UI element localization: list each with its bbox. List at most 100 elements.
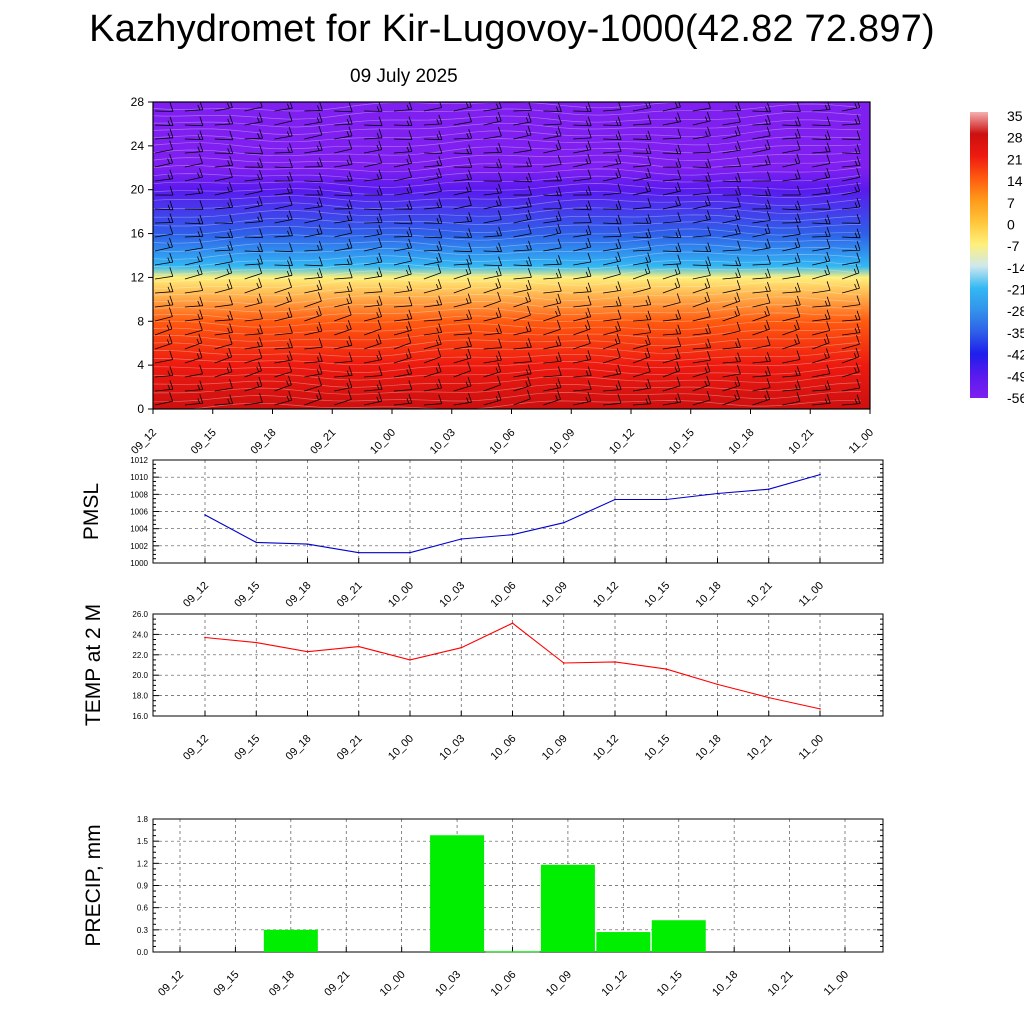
heatmap-xtick-label: 10_03 xyxy=(428,427,458,457)
colorbar-scale xyxy=(970,112,988,398)
precip-ytick-label: 0.3 xyxy=(137,926,149,935)
precip-xtick-label: 10_03 xyxy=(433,969,463,999)
heatmap-ytick-label: 8 xyxy=(137,314,144,328)
precip-xtick-label: 10_12 xyxy=(599,969,629,999)
colorbar-label: -35 xyxy=(1007,325,1024,341)
temp2m-point xyxy=(819,708,821,710)
temp2m-point xyxy=(460,646,463,649)
colorbar-label: -42 xyxy=(1007,347,1024,363)
heatmap-ytick-label: 16 xyxy=(131,227,145,241)
temp2m-xtick-label: 10_21 xyxy=(745,733,775,763)
heatmap-xtick-label: 09_12 xyxy=(129,427,159,457)
temp2m-ytick-label: 18.0 xyxy=(132,692,148,701)
pmsl-xtick-label: 09_15 xyxy=(232,580,262,610)
chart-date: 09 July 2025 xyxy=(350,66,458,87)
temp2m-xtick-label: 10_06 xyxy=(489,733,519,763)
pmsl-xtick-label: 10_18 xyxy=(694,580,724,610)
pmsl-xtick-label: 09_12 xyxy=(181,580,211,610)
pmsl-point xyxy=(357,551,360,554)
heatmap-xtick-label: 10_18 xyxy=(727,427,757,457)
colorbar-label: 28 xyxy=(1007,130,1023,146)
pmsl-point xyxy=(767,488,770,490)
precip-xtick-label: 09_15 xyxy=(211,969,241,999)
precip-ytick-label: 1.2 xyxy=(137,859,149,868)
precip-ytick-label: 1.5 xyxy=(137,837,149,846)
precip-bar xyxy=(485,951,540,953)
heatmap-xtick-label: 10_12 xyxy=(607,427,637,457)
pmsl-point xyxy=(306,543,309,545)
heatmap-ytick-label: 24 xyxy=(131,139,145,153)
precip-xtick-label: 10_18 xyxy=(710,969,740,999)
temp2m-xtick-label: 11_00 xyxy=(797,733,827,763)
pmsl-xtick-label: 09_21 xyxy=(335,580,365,610)
pmsl-ylabel: PMSL xyxy=(80,483,103,540)
temp2m-point xyxy=(716,683,719,686)
temp2m-ytick-label: 26.0 xyxy=(132,610,148,619)
pmsl-ytick-label: 1006 xyxy=(130,508,148,517)
pmsl-xtick-label: 10_06 xyxy=(489,580,519,610)
pmsl-panel: 1000 1002 1004 1006 1008 1010 1012 09_12 09_15 09… xyxy=(80,456,884,610)
heatmap-panel: 0 4 8 12 16 20 24 28 09_12 09_15 09_18 09_21 10_00 10… xyxy=(129,95,877,457)
colorbar-label: 0 xyxy=(1007,216,1015,232)
temp2m-ytick-label: 20.0 xyxy=(132,671,148,680)
heatmap-xtick-label: 09_18 xyxy=(249,427,279,457)
temp2m-panel: 16.0 18.0 20.0 22.0 24.0 26.0 09_12 09_15 09_18 0… xyxy=(82,604,884,763)
pmsl-ytick-label: 1012 xyxy=(130,456,148,465)
precip-xtick-label: 09_21 xyxy=(322,969,352,999)
pmsl-point xyxy=(819,473,821,476)
precip-ytick-label: 0.6 xyxy=(137,904,149,913)
pmsl-xtick-label: 10_09 xyxy=(540,580,570,610)
colorbar-label: -49 xyxy=(1007,368,1024,384)
pmsl-point xyxy=(255,541,258,544)
pmsl-xtick-label: 10_12 xyxy=(591,580,621,610)
temp2m-xtick-label: 09_21 xyxy=(335,733,365,763)
colorbar-label: 7 xyxy=(1007,195,1015,211)
temp2m-point xyxy=(357,645,360,648)
colorbar-label: 14 xyxy=(1007,173,1023,189)
colorbar-label: -56 xyxy=(1007,390,1024,406)
heatmap-xtick-label: 10_21 xyxy=(786,427,816,457)
temp2m-ytick-label: 24.0 xyxy=(132,630,148,639)
heatmap-ytick-label: 20 xyxy=(131,183,145,197)
precip-bar xyxy=(540,864,595,952)
colorbar-label: 35 xyxy=(1007,108,1023,124)
colorbar: 35 28 21 14 7 0 -7 -14 -21 -28 -35 -42 -49 -56 xyxy=(970,108,1024,406)
temp2m-ytick-label: 16.0 xyxy=(132,712,148,721)
temp2m-point xyxy=(562,662,565,664)
heatmap-xtick-label: 11_00 xyxy=(847,427,877,457)
heatmap-ytick-label: 0 xyxy=(137,402,144,416)
precip-xtick-label: 09_18 xyxy=(267,969,297,999)
colorbar-label: -7 xyxy=(1007,238,1020,254)
pmsl-ytick-label: 1004 xyxy=(130,525,148,534)
pmsl-xtick-label: 11_00 xyxy=(797,580,827,610)
temp2m-point xyxy=(409,659,411,661)
temp2m-point xyxy=(255,641,258,644)
precip-xtick-label: 10_21 xyxy=(766,969,796,999)
isotherms xyxy=(153,102,862,409)
pmsl-point xyxy=(460,538,463,540)
heatmap-xtick-label: 10_09 xyxy=(547,427,577,457)
heatmap-xtick-label: 10_00 xyxy=(368,427,398,457)
pmsl-point xyxy=(511,533,514,536)
pmsl-point xyxy=(409,551,411,554)
precip-ylabel: PRECIP, mm xyxy=(82,824,105,946)
temp2m-ytick-label: 22.0 xyxy=(132,651,148,660)
temp2m-xtick-label: 09_15 xyxy=(232,733,262,763)
heatmap-xtick-label: 10_06 xyxy=(488,427,518,457)
pmsl-ytick-label: 1010 xyxy=(130,473,148,482)
temp2m-ylabel: TEMP at 2 M xyxy=(82,604,105,726)
pmsl-xtick-label: 10_21 xyxy=(745,580,775,610)
pmsl-xtick-label: 10_03 xyxy=(437,580,467,610)
pmsl-xtick-label: 10_15 xyxy=(642,580,672,610)
colorbar-label: -28 xyxy=(1007,303,1024,319)
precip-ytick-label: 0.9 xyxy=(137,882,149,891)
colorbar-label: 21 xyxy=(1007,151,1023,167)
temp2m-point xyxy=(306,650,309,653)
precip-ytick-label: 0.0 xyxy=(137,948,149,957)
precip-xtick-label: 10_09 xyxy=(544,969,574,999)
heatmap-xtick-label: 09_21 xyxy=(308,427,338,457)
precip-xtick-label: 11_00 xyxy=(822,969,852,999)
pmsl-ytick-label: 1000 xyxy=(130,559,148,568)
pmsl-point xyxy=(716,492,719,495)
